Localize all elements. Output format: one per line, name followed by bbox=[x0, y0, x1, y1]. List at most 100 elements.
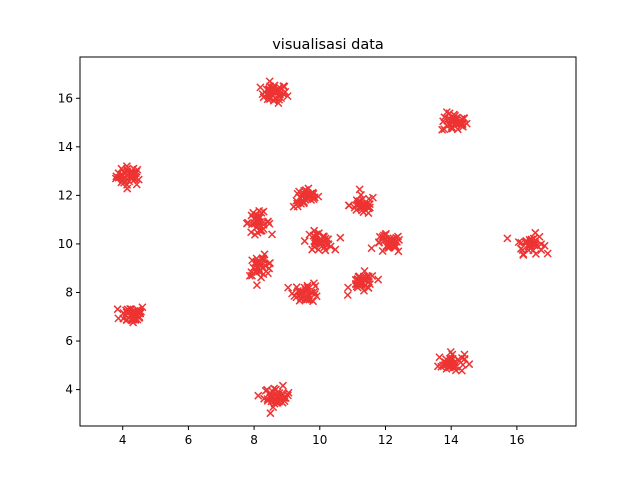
y-tick-label: 10 bbox=[58, 237, 73, 251]
scatter-point bbox=[259, 220, 268, 229]
scatter-point bbox=[514, 238, 523, 247]
scatter-point bbox=[522, 236, 531, 245]
scatter-point bbox=[311, 236, 320, 245]
scatter-point bbox=[438, 125, 447, 134]
scatter-point bbox=[310, 289, 319, 298]
scatter-point bbox=[537, 246, 546, 255]
x-tick-label: 10 bbox=[312, 433, 327, 447]
scatter-point bbox=[129, 164, 138, 173]
scatter-point bbox=[122, 308, 131, 317]
scatter-point bbox=[256, 83, 265, 92]
scatter-point bbox=[331, 245, 340, 254]
scatter-point bbox=[134, 175, 143, 184]
scatter-point bbox=[326, 242, 335, 251]
scatter-point bbox=[379, 231, 388, 240]
scatter-point bbox=[300, 237, 309, 246]
scatter-point bbox=[374, 275, 383, 284]
scatter-point bbox=[257, 208, 266, 217]
scatter-point bbox=[267, 230, 277, 239]
scatter-point bbox=[390, 241, 399, 250]
scatter-point bbox=[308, 245, 317, 254]
scatter-point bbox=[281, 87, 290, 96]
scatter-point bbox=[368, 193, 377, 202]
scatter-point bbox=[386, 234, 395, 243]
scatter-point bbox=[531, 249, 540, 258]
scatter-point bbox=[310, 193, 319, 202]
scatter-point bbox=[460, 350, 469, 359]
scatter-point bbox=[394, 247, 403, 256]
x-tick-label: 16 bbox=[509, 433, 524, 447]
scatter-point bbox=[440, 113, 449, 122]
scatter-point bbox=[261, 386, 270, 395]
scatter-point bbox=[263, 269, 272, 278]
scatter-point bbox=[136, 309, 145, 318]
scatter-point bbox=[367, 244, 376, 253]
scatter-point bbox=[292, 283, 301, 292]
scatter-point bbox=[449, 362, 458, 371]
scatter-point bbox=[284, 283, 293, 292]
scatter-point bbox=[438, 361, 447, 370]
scatter-point bbox=[256, 226, 265, 235]
scatter-point bbox=[242, 219, 251, 228]
scatter-point bbox=[254, 391, 263, 400]
scatter-point bbox=[323, 235, 332, 244]
scatter-point bbox=[283, 92, 292, 101]
scatter-point bbox=[445, 120, 454, 129]
y-tick-label: 6 bbox=[65, 334, 73, 348]
scatter-point bbox=[273, 398, 282, 407]
data-points bbox=[111, 77, 552, 418]
x-tick-label: 12 bbox=[378, 433, 393, 447]
scatter-point bbox=[251, 258, 260, 267]
scatter-point bbox=[255, 266, 265, 275]
scatter-point bbox=[296, 293, 305, 302]
scatter-point bbox=[250, 215, 259, 224]
scatter-point bbox=[130, 306, 139, 315]
scatter-point bbox=[309, 297, 318, 306]
scatter-point bbox=[293, 199, 302, 208]
scatter-point bbox=[531, 228, 540, 237]
scatter-point bbox=[352, 276, 361, 285]
plot-frame bbox=[79, 56, 577, 427]
scatter-point bbox=[254, 217, 263, 226]
scatter-point bbox=[343, 290, 352, 300]
y-tick-label: 12 bbox=[58, 188, 73, 202]
scatter-point bbox=[252, 281, 261, 290]
scatter-point bbox=[543, 249, 552, 258]
scatter-point bbox=[266, 409, 275, 418]
scatter-point bbox=[305, 230, 314, 239]
scatter-point bbox=[314, 229, 323, 238]
scatter-point bbox=[320, 243, 329, 252]
scatter-point bbox=[311, 238, 320, 247]
scatter-point bbox=[374, 238, 384, 247]
scatter-point bbox=[344, 283, 353, 292]
y-tick-label: 8 bbox=[65, 285, 73, 299]
scatter-point bbox=[290, 291, 299, 301]
axes: 4 6 8 10 12 14 16 4 6 8 10 12 14 16 bbox=[58, 91, 525, 447]
scatter-point bbox=[112, 172, 121, 181]
scatter-point bbox=[299, 199, 308, 208]
scatter-point bbox=[260, 394, 269, 403]
scatter-point bbox=[457, 366, 466, 375]
scatter-point bbox=[393, 232, 402, 241]
scatter-point bbox=[251, 268, 260, 277]
x-tick-label: 14 bbox=[444, 433, 459, 447]
scatter-point bbox=[266, 82, 275, 91]
scatter-point bbox=[269, 91, 278, 100]
scatter-point bbox=[465, 360, 474, 369]
scatter-point bbox=[259, 256, 268, 265]
scatter-point bbox=[301, 295, 310, 304]
scatter-point bbox=[279, 390, 288, 399]
scatter-point bbox=[314, 245, 323, 254]
scatter-point bbox=[311, 282, 320, 291]
scatter-point bbox=[344, 201, 353, 210]
scatter-point bbox=[301, 285, 310, 295]
chart-title: visualisasi data bbox=[272, 37, 384, 53]
scatter-point bbox=[364, 277, 373, 286]
scatter-point bbox=[336, 233, 345, 242]
scatter-point bbox=[262, 90, 271, 99]
y-tick-label: 14 bbox=[58, 140, 73, 154]
scatter-point bbox=[122, 162, 131, 171]
scatter-point bbox=[127, 316, 136, 325]
scatter-point bbox=[118, 175, 127, 184]
